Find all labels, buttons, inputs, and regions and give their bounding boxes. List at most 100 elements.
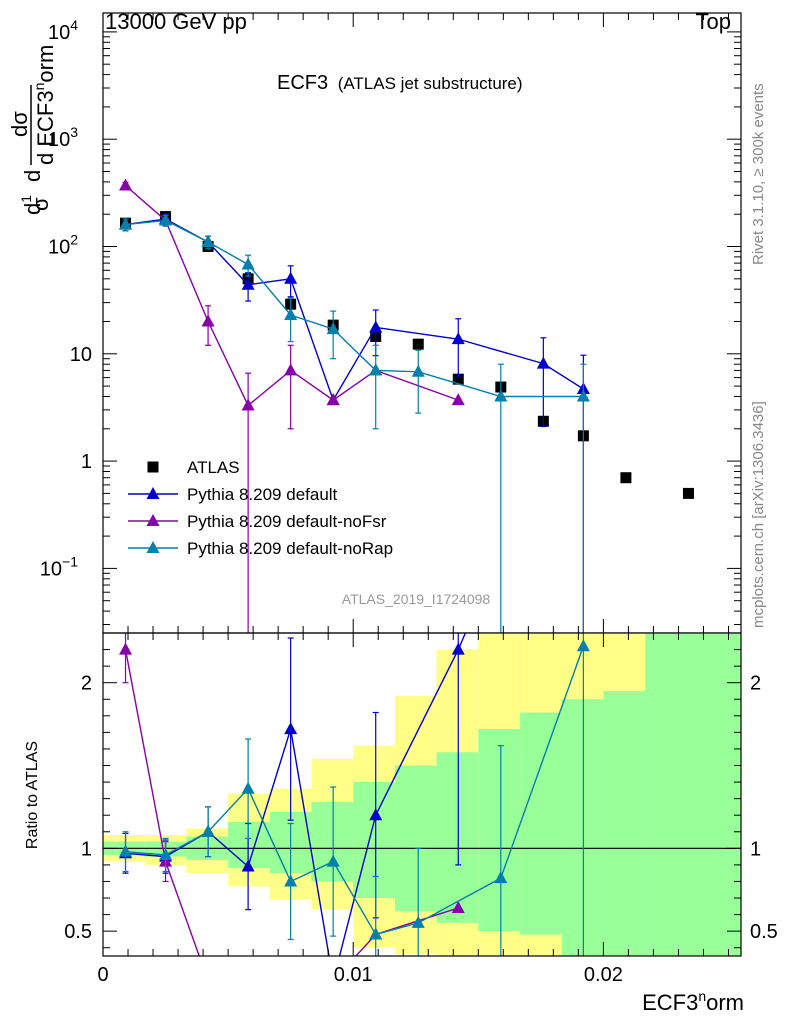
y-tick-label: 1 <box>81 451 92 473</box>
ratio-tick-label-left: 1 <box>81 838 92 860</box>
ratio-line <box>125 646 585 936</box>
data-point <box>241 781 255 794</box>
data-point <box>241 277 255 290</box>
data-point <box>411 915 425 928</box>
data-point <box>576 639 590 652</box>
data-point <box>369 808 383 821</box>
data-point <box>119 642 133 655</box>
data-point <box>284 363 298 376</box>
y-tick-label: 103 <box>48 124 78 151</box>
data-point <box>576 389 590 402</box>
data-point <box>201 235 215 248</box>
data-point <box>451 332 465 345</box>
legend-item-noFsr: Pythia 8.209 default-noFsr <box>128 512 387 531</box>
data-point <box>284 874 298 887</box>
series-line <box>125 218 584 402</box>
data-point <box>451 900 465 913</box>
data-point <box>412 338 424 350</box>
data-point <box>146 514 160 526</box>
legend-item-noRap: Pythia 8.209 default-noRap <box>128 539 393 558</box>
data-point <box>452 373 464 385</box>
data-point <box>241 398 255 411</box>
legend-label: Pythia 8.209 default <box>187 485 338 504</box>
data-point <box>242 996 255 1008</box>
svg-text:σ: σ <box>28 197 53 211</box>
plot-title: ECF3 (ATLAS jet substructure) <box>277 72 523 94</box>
ratio-tick-label-right: 1 <box>750 838 761 860</box>
y-tick-label: 104 <box>48 17 78 44</box>
data-point <box>326 393 340 406</box>
legend-label: ATLAS <box>187 458 240 477</box>
plot-title-main: ECF3 <box>277 72 328 94</box>
side-label-mcplots: mcplots.cern.ch [arXiv:1306.3436] <box>750 401 767 628</box>
data-point <box>284 271 298 284</box>
data-point <box>326 322 340 335</box>
y-tick-label: 102 <box>48 231 78 258</box>
data-point <box>620 472 632 484</box>
band-inner <box>394 765 437 912</box>
data-point <box>241 257 255 270</box>
ratio-tick-label-right: 2 <box>750 673 761 695</box>
data-point <box>241 859 255 872</box>
band-inner <box>478 729 521 932</box>
plot-title-sub: (ATLAS jet substructure) <box>338 74 523 93</box>
x-tick-label: 0.02 <box>584 964 623 986</box>
y-tick-label: 10−1 <box>40 553 78 580</box>
data-point <box>146 487 160 499</box>
legend-item-default: Pythia 8.209 default <box>128 485 338 504</box>
ratio-tick-label-left: 2 <box>81 673 92 695</box>
series-line <box>125 185 459 407</box>
band-inner <box>353 782 395 899</box>
data-point <box>411 364 425 377</box>
side-label-rivet: Rivet 3.1.10, ≥ 300k events <box>750 83 767 265</box>
data-point <box>369 320 383 333</box>
data-point <box>536 356 550 369</box>
data-point <box>159 213 173 226</box>
bottom-frame <box>102 632 742 957</box>
data-point <box>284 307 298 320</box>
data-point <box>201 314 215 327</box>
legend-label: Pythia 8.209 default-noFsr <box>187 512 387 531</box>
svg-text:dσ: dσ <box>7 111 32 137</box>
ratio-tick-label-left: 0.5 <box>64 921 92 943</box>
data-point <box>682 487 694 499</box>
band-inner <box>228 821 270 869</box>
data-point <box>494 871 508 884</box>
series-line <box>125 219 584 398</box>
data-point <box>369 363 383 376</box>
legend: ATLAS Pythia 8.209 default Pythia 8.209 de… <box>128 458 393 558</box>
legend-label: Pythia 8.209 default-noRap <box>187 539 393 558</box>
data-point <box>284 722 298 735</box>
band-inner <box>561 699 604 956</box>
series-noFsr <box>119 178 465 633</box>
y-tick-label: 10 <box>70 344 92 366</box>
data-point <box>119 844 133 857</box>
svg-text:d1: d1 <box>18 195 45 215</box>
x-axis-label: ECF3norm <box>642 988 744 1015</box>
data-point <box>146 541 160 553</box>
svg-text:d: d <box>20 170 45 182</box>
series-noRap <box>119 213 590 633</box>
band-inner <box>603 690 646 956</box>
data-point <box>119 217 133 230</box>
analysis-id: ATLAS_2019_I1724098 <box>342 591 491 607</box>
ratio-axis-label: Ratio to ATLAS <box>24 741 41 849</box>
band-inner <box>436 752 479 923</box>
y-axis-label: d1 σ d dσ d ECF3norm <box>7 45 58 215</box>
data-point <box>147 461 159 473</box>
data-point <box>202 974 215 986</box>
data-point <box>451 393 465 406</box>
data-point <box>159 847 173 860</box>
data-point <box>326 854 340 867</box>
data-point <box>537 444 550 456</box>
ratio-series-noRap <box>119 633 590 956</box>
band-inner <box>520 712 562 935</box>
ratio-tick-label-right: 0.5 <box>750 921 778 943</box>
series-atlas <box>120 211 694 499</box>
data-point <box>119 178 133 191</box>
data-point <box>369 927 383 940</box>
ratio-line <box>124 649 459 956</box>
data-point <box>494 389 508 402</box>
band-inner <box>645 633 741 956</box>
